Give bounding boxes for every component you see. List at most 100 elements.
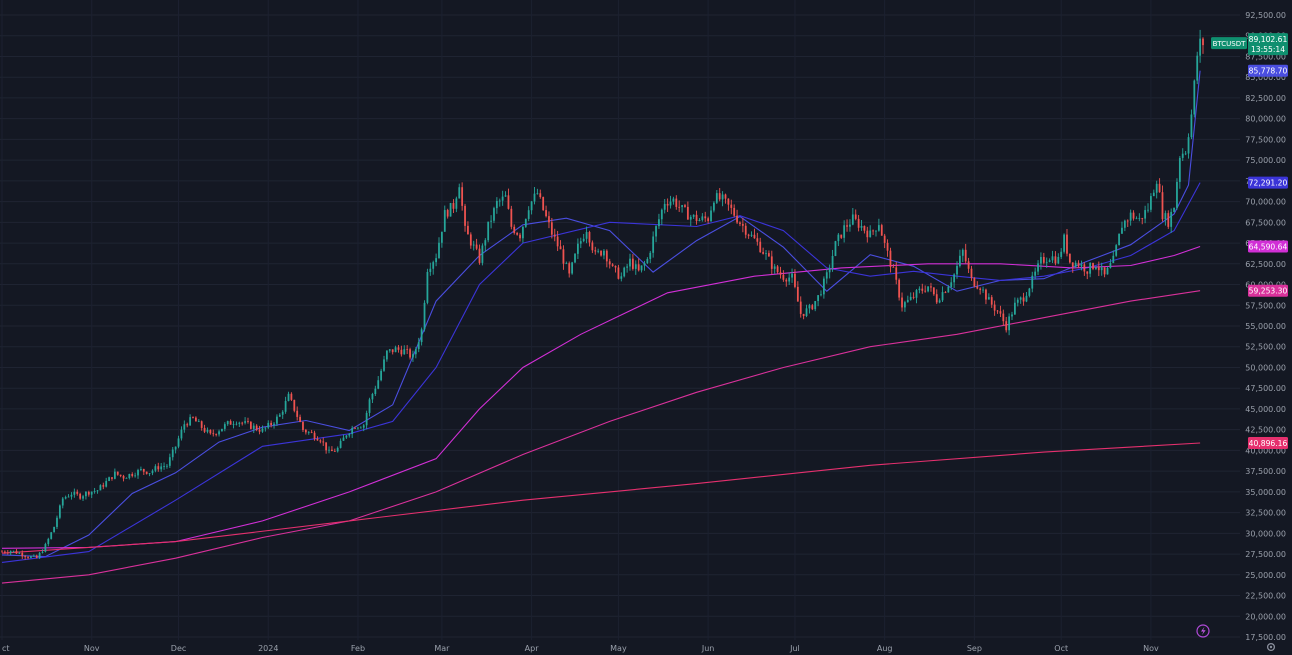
candle-body [927, 286, 929, 292]
ma-line-ma365 [1, 442, 1201, 554]
candle-body [872, 230, 874, 232]
x-tick-label: Aug [877, 644, 893, 653]
candle-body [880, 225, 883, 236]
candle-body [932, 287, 935, 295]
candle-body [1095, 267, 1097, 269]
x-tick-label: Feb [351, 644, 365, 653]
candle-body [452, 203, 455, 209]
candle-body [990, 297, 993, 305]
y-tick-label: 67,500.00 [1245, 218, 1286, 227]
candle-body [287, 393, 290, 402]
symbol-tag-label: BTCUSDT [1213, 40, 1247, 48]
candle-body [996, 310, 999, 312]
lightning-icon[interactable] [1196, 624, 1210, 638]
candle-body [620, 276, 623, 279]
candle-body [1089, 263, 1092, 274]
candle-body [484, 240, 487, 246]
x-tick-label: Sep [967, 644, 982, 653]
candle-body [163, 466, 165, 467]
candle-body [61, 498, 64, 506]
candle-body [490, 220, 492, 222]
candle-body [432, 262, 435, 269]
candle-body [316, 438, 319, 441]
candle-body [524, 218, 527, 227]
y-tick-label: 27,500.00 [1245, 550, 1286, 559]
candle-body [481, 245, 484, 263]
y-tick-label: 52,500.00 [1245, 343, 1286, 352]
candle-body [380, 370, 383, 381]
grid [0, 0, 1240, 640]
candle-body [600, 250, 602, 256]
candle-body [889, 250, 892, 267]
candle-body [469, 234, 472, 246]
candle-body [886, 242, 889, 251]
candle-body [79, 493, 82, 499]
candle-body [467, 225, 469, 235]
candle-body [472, 244, 475, 246]
candle-body [70, 494, 73, 497]
x-tick-label: Oct [1054, 644, 1068, 653]
candle-body [194, 417, 197, 422]
candle-body [1112, 255, 1115, 264]
candle-body [866, 230, 869, 238]
ma-line-ma20 [1, 70, 1201, 558]
candle-body [686, 206, 689, 220]
y-tick-label: 70,000.00 [1245, 198, 1286, 207]
candle-body [458, 187, 461, 199]
ma-price-tag [1248, 240, 1288, 253]
candle-body [834, 241, 837, 256]
candle-body [1115, 245, 1118, 256]
candle-body [362, 425, 365, 428]
candle-body [999, 311, 1002, 314]
candle-body [1, 551, 3, 553]
candle-body [1164, 213, 1167, 220]
candle-body [501, 196, 504, 201]
candle-body [90, 491, 93, 495]
candle-body [655, 226, 657, 237]
candle-body [232, 424, 235, 426]
candle-body [1167, 213, 1170, 227]
price-scale[interactable] [1240, 0, 1292, 655]
candle-body [918, 288, 921, 291]
candle-body [574, 253, 576, 263]
candle-body [455, 198, 458, 209]
candle-body [140, 469, 142, 470]
candle-body [953, 274, 956, 283]
candle-body [765, 253, 767, 254]
candle-body [426, 271, 429, 303]
gear-icon[interactable] [1266, 642, 1276, 652]
candle-body [365, 412, 368, 426]
moving-average-lines [1, 70, 1201, 584]
y-tick-label: 47,500.00 [1245, 384, 1286, 393]
candle-body [941, 292, 944, 301]
candle-body [843, 225, 846, 238]
ma-line-ma100 [1, 245, 1201, 549]
candle-body [1121, 227, 1123, 234]
candle-body [733, 207, 736, 216]
candle-body [406, 349, 409, 351]
y-tick-label: 45,000.00 [1245, 405, 1286, 414]
candle-body [637, 264, 640, 271]
candle-body [1011, 314, 1013, 317]
candle-body [420, 329, 423, 343]
candle-body [1158, 183, 1161, 193]
candle-body [947, 286, 950, 293]
symbol-tag [1211, 37, 1247, 50]
candle-body [1152, 192, 1155, 197]
candle-body [160, 466, 163, 470]
candle-body [863, 225, 866, 231]
candle-body [371, 393, 374, 400]
candle-body [504, 195, 507, 197]
candle-body [85, 491, 87, 497]
candle-body [1150, 196, 1152, 210]
candle-body [200, 421, 203, 428]
candle-body [1086, 271, 1089, 274]
candle-body [218, 431, 220, 435]
candle-body [779, 272, 782, 275]
candle-body [108, 477, 110, 481]
candle-body [125, 477, 128, 479]
candle-body [904, 302, 906, 308]
candle-body [12, 550, 15, 552]
candle-body [675, 198, 678, 207]
